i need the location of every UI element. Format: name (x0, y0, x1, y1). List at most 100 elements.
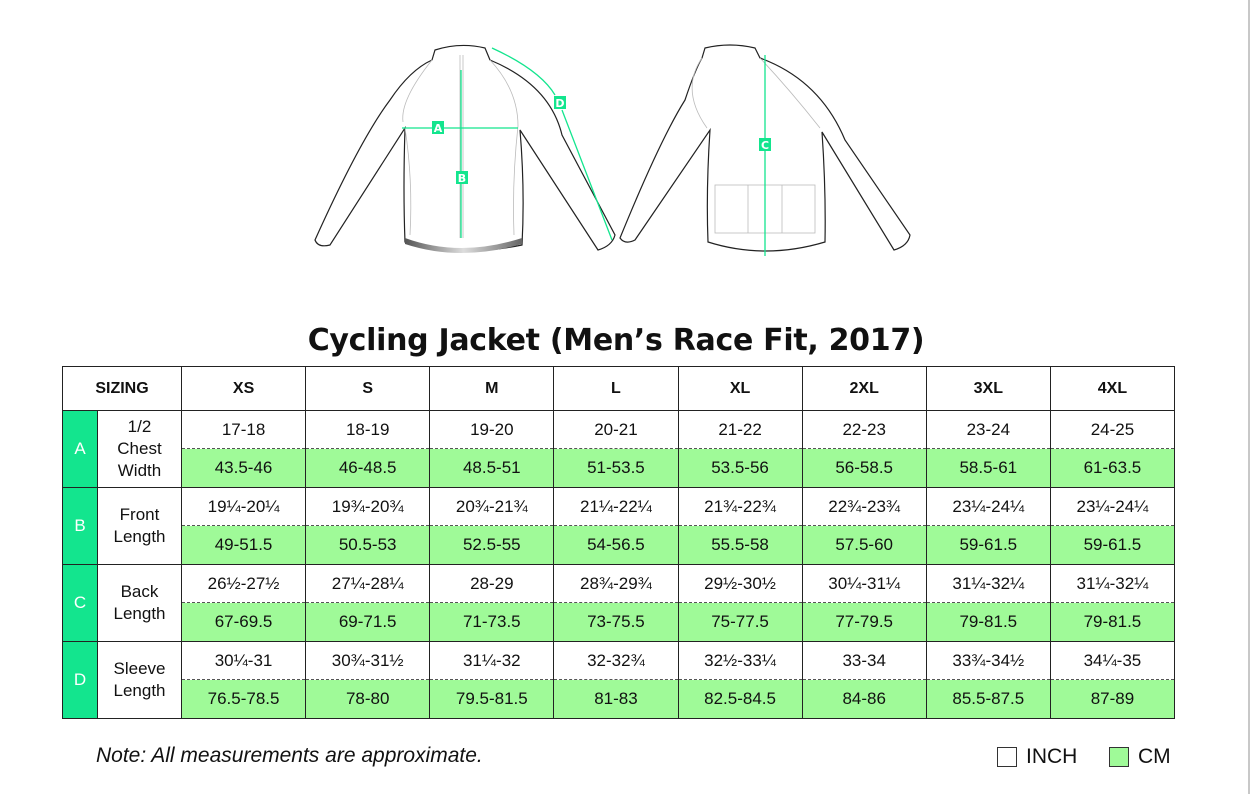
inch-cell: 33-34 (801, 641, 927, 680)
table-row-inch: B Front Length 19¼-20¼ 19¾-20¾ 20¾-21¾ 2… (62, 487, 1176, 565)
measure-label-chest: 1/2 Chest Width (97, 410, 182, 488)
inch-cell: 28-29 (429, 564, 555, 603)
legend-inch: INCH (997, 745, 1077, 769)
inch-cell: 26½-27½ (180, 564, 307, 603)
size-header: 4XL (1049, 366, 1176, 411)
inch-cell: 23¼-24¼ (925, 487, 1051, 526)
measure-letter-b: B (62, 487, 98, 565)
table-row-cm: 67-69.5 69-71.5 71-73.5 73-75.5 75-77.5 … (63, 602, 1176, 642)
inch-cell: 33¾-34½ (925, 641, 1051, 680)
inch-cell: 21¾-22¾ (677, 487, 803, 526)
cm-cell: 57.5-60 (801, 525, 927, 565)
inch-cell: 24-25 (1049, 410, 1176, 449)
size-header: L (553, 366, 679, 411)
table-row-cm: 76.5-78.5 78-80 79.5-81.5 81-83 82.5-84.… (63, 679, 1176, 719)
inch-cell: 22¾-23¾ (801, 487, 927, 526)
cm-cell: 71-73.5 (429, 602, 555, 642)
measure-letter-a: A (62, 410, 98, 488)
jacket-diagram: A B D C (314, 44, 911, 256)
cm-cell: 84-86 (801, 679, 927, 719)
cm-cell: 43.5-46 (180, 448, 307, 488)
legend-inch-label: INCH (1026, 745, 1078, 768)
svg-text:A: A (434, 122, 443, 135)
inch-cell: 31¼-32¼ (1049, 564, 1176, 603)
page-edge (1248, 0, 1250, 794)
inch-cell: 34¼-35 (1049, 641, 1176, 680)
cm-cell: 55.5-58 (677, 525, 803, 565)
cm-cell: 75-77.5 (677, 602, 803, 642)
inch-cell: 23-24 (925, 410, 1051, 449)
cm-cell: 82.5-84.5 (677, 679, 803, 719)
cm-cell: 51-53.5 (553, 448, 679, 488)
cm-cell: 61-63.5 (1049, 448, 1176, 488)
marker-b-icon: B (456, 171, 468, 185)
size-table: SIZING XS S M L XL 2XL 3XL 4XL A 1/2 Che… (62, 366, 1176, 719)
svg-text:D: D (555, 97, 564, 110)
size-header: 2XL (801, 366, 927, 411)
inch-cell: 20¾-21¾ (429, 487, 555, 526)
inch-cell: 17-18 (180, 410, 307, 449)
measure-label-back-length: Back Length (97, 564, 182, 642)
cm-cell: 79-81.5 (1049, 602, 1176, 642)
svg-text:C: C (761, 139, 769, 152)
marker-a-icon: A (432, 121, 444, 135)
inch-cell: 27¼-28¼ (305, 564, 431, 603)
inch-cell: 19-20 (429, 410, 555, 449)
cm-cell: 59-61.5 (925, 525, 1051, 565)
cm-cell: 48.5-51 (429, 448, 555, 488)
cm-cell: 67-69.5 (180, 602, 307, 642)
size-header: M (429, 366, 555, 411)
header-row: SIZING XS S M L XL 2XL 3XL 4XL (62, 366, 1176, 411)
cm-cell: 81-83 (553, 679, 679, 719)
measure-letter-d: D (62, 641, 98, 719)
svg-text:B: B (458, 172, 466, 185)
table-row-cm: 43.5-46 46-48.5 48.5-51 51-53.5 53.5-56 … (63, 448, 1176, 488)
inch-cell: 18-19 (305, 410, 431, 449)
inch-cell: 19¼-20¼ (180, 487, 307, 526)
table-row-inch: D Sleeve Length 30¼-31 30¾-31½ 31¼-32 32… (62, 641, 1176, 719)
measure-label-front-length: Front Length (97, 487, 182, 565)
cm-cell: 58.5-61 (925, 448, 1051, 488)
size-header: XS (180, 366, 307, 411)
cm-cell: 46-48.5 (305, 448, 431, 488)
cm-cell: 54-56.5 (553, 525, 679, 565)
cm-cell: 53.5-56 (677, 448, 803, 488)
measure-label-sleeve-length: Sleeve Length (97, 641, 182, 719)
marker-c-icon: C (759, 138, 771, 152)
sizing-header: SIZING (62, 366, 182, 411)
cm-cell: 77-79.5 (801, 602, 927, 642)
cm-cell: 52.5-55 (429, 525, 555, 565)
inch-cell: 31¼-32¼ (925, 564, 1051, 603)
inch-cell: 20-21 (553, 410, 679, 449)
size-header: 3XL (925, 366, 1051, 411)
marker-d-icon: D (554, 96, 566, 110)
inch-cell: 29½-30½ (677, 564, 803, 603)
inch-cell: 31¼-32 (429, 641, 555, 680)
inch-cell: 28¾-29¾ (553, 564, 679, 603)
table-row-inch: C Back Length 26½-27½ 27¼-28¼ 28-29 28¾-… (62, 564, 1176, 642)
inch-cell: 21¼-22¼ (553, 487, 679, 526)
inch-cell: 21-22 (677, 410, 803, 449)
footnote: Note: All measurements are approximate. (96, 744, 483, 767)
cm-cell: 56-58.5 (801, 448, 927, 488)
cm-cell: 69-71.5 (305, 602, 431, 642)
size-header: S (305, 366, 431, 411)
front-jacket-outline (314, 44, 616, 252)
cm-cell: 73-75.5 (553, 602, 679, 642)
size-header: XL (677, 366, 803, 411)
back-jacket-outline (619, 44, 911, 252)
inch-cell: 32½-33¼ (677, 641, 803, 680)
legend-cm-label: CM (1138, 745, 1171, 768)
inch-cell: 30¾-31½ (305, 641, 431, 680)
cm-cell: 79-81.5 (925, 602, 1051, 642)
chart-title: Cycling Jacket (Men’s Race Fit, 2017) (307, 323, 925, 358)
measure-lines-front (402, 47, 613, 241)
measure-letter-c: C (62, 564, 98, 642)
cm-cell: 50.5-53 (305, 525, 431, 565)
inch-cell: 30¼-31 (180, 641, 307, 680)
table-row-inch: A 1/2 Chest Width 17-18 18-19 19-20 20-2… (62, 410, 1176, 488)
cm-cell: 76.5-78.5 (180, 679, 307, 719)
legend-cm: CM (1109, 745, 1171, 769)
inch-cell: 30¼-31¼ (801, 564, 927, 603)
cm-cell: 85.5-87.5 (925, 679, 1051, 719)
